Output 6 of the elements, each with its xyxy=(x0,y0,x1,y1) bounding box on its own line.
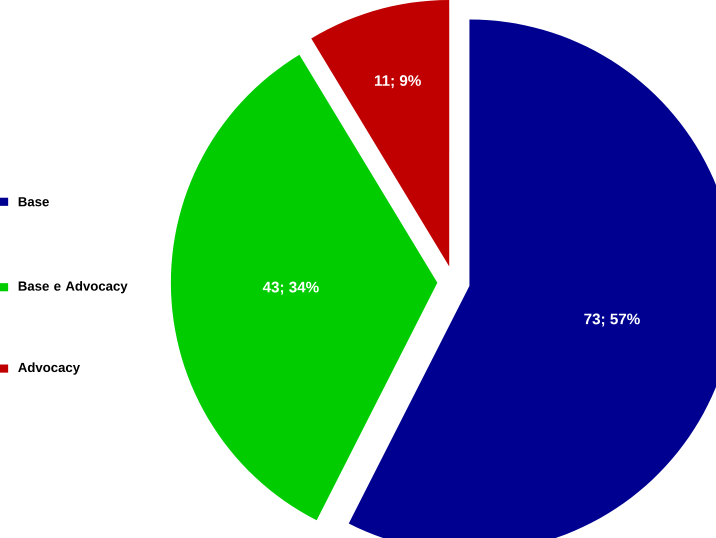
data-label: 73; 57% xyxy=(584,313,640,326)
legend-label: Base xyxy=(18,196,49,206)
legend-label: Base e Advocacy xyxy=(18,280,128,294)
data-label: 43; 34% xyxy=(262,281,319,294)
data-label: 11; 9% xyxy=(374,74,421,88)
legend-label: Advocacy xyxy=(18,362,80,375)
